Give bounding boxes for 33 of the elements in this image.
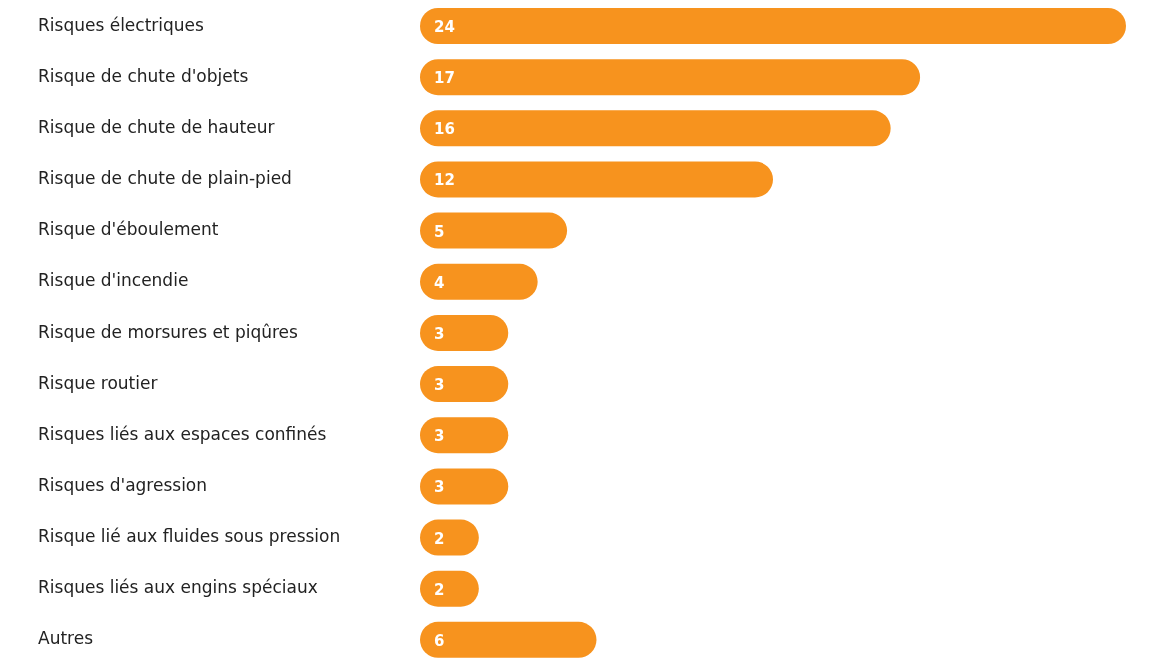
y-tick-label: Risques d'agression bbox=[38, 474, 208, 495]
data-label: 6 bbox=[434, 631, 445, 650]
data-label: 17 bbox=[434, 69, 455, 88]
y-tick-label: Risque de chute de plain-pied bbox=[38, 168, 292, 189]
y-tick-label: Risques liés aux engins spéciaux bbox=[38, 577, 318, 598]
y-tick-label: Risque de chute d'objets bbox=[38, 65, 249, 86]
bar bbox=[420, 110, 891, 147]
y-tick-label: Risque de morsures et piqûres bbox=[38, 321, 299, 342]
y-tick-label: Risques électriques bbox=[38, 14, 205, 35]
y-tick-label: Risques liés aux espaces confinés bbox=[38, 423, 327, 444]
y-tick-label: Risque de chute de hauteur bbox=[38, 116, 275, 137]
data-label: 5 bbox=[434, 222, 445, 241]
data-label: 2 bbox=[434, 529, 445, 548]
data-label: 16 bbox=[434, 120, 455, 139]
bar bbox=[420, 59, 921, 96]
bar bbox=[420, 212, 568, 249]
bar bbox=[420, 8, 1126, 44]
data-label: 4 bbox=[434, 273, 445, 292]
y-tick-label: Risque lié aux fluides sous pression bbox=[38, 526, 341, 547]
y-tick-label: Risque d'éboulement bbox=[38, 219, 219, 240]
y-tick-label: Risque routier bbox=[38, 372, 158, 393]
bar bbox=[420, 263, 538, 300]
data-label: 3 bbox=[434, 376, 445, 395]
data-label: 3 bbox=[434, 478, 445, 497]
data-label: 2 bbox=[434, 580, 445, 599]
y-tick-label: Autres bbox=[38, 628, 94, 649]
data-label: 24 bbox=[434, 18, 455, 36]
data-label: 3 bbox=[434, 324, 445, 343]
bar bbox=[420, 161, 773, 198]
data-label: 12 bbox=[434, 171, 455, 190]
data-label: 3 bbox=[434, 427, 445, 446]
bar bbox=[420, 621, 597, 658]
y-tick-label: Risque d'incendie bbox=[38, 270, 189, 291]
